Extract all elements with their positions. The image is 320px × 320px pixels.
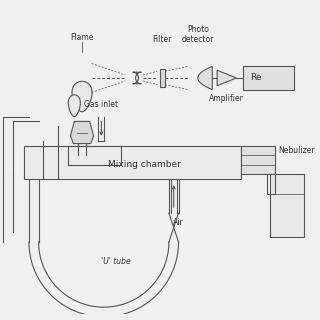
Polygon shape [70, 121, 94, 144]
Text: Air: Air [173, 218, 184, 227]
Text: Nebulizer: Nebulizer [278, 146, 315, 155]
Polygon shape [72, 81, 92, 112]
Bar [241, 146, 275, 174]
Polygon shape [68, 95, 80, 116]
Bar [160, 69, 164, 87]
Text: 'U' tube: 'U' tube [101, 257, 131, 266]
Text: Re: Re [250, 74, 261, 83]
Text: Mixing chamber: Mixing chamber [108, 160, 181, 169]
Text: Photo
detector: Photo detector [182, 26, 214, 44]
Polygon shape [133, 72, 141, 84]
Text: Gas inlet: Gas inlet [84, 100, 118, 109]
Bar [24, 146, 241, 179]
Text: Flame: Flame [70, 33, 94, 42]
Polygon shape [217, 70, 236, 86]
Bar [243, 66, 294, 90]
Polygon shape [198, 66, 212, 90]
Bar [270, 174, 304, 237]
Text: Filter: Filter [152, 35, 172, 44]
Text: Amplifier: Amplifier [209, 94, 244, 103]
